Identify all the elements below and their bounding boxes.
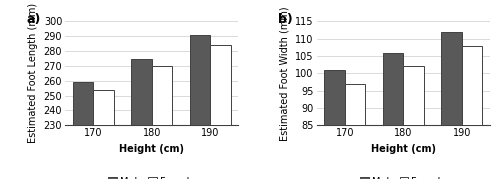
Bar	[324, 70, 345, 179]
Text: a): a)	[27, 13, 41, 26]
Bar	[132, 59, 152, 179]
Text: b): b)	[278, 13, 293, 26]
Bar	[404, 66, 423, 179]
Bar	[441, 32, 462, 179]
Bar	[190, 35, 210, 179]
Bar	[152, 66, 172, 179]
Legend: Male, Female: Male, Female	[360, 177, 446, 179]
Bar	[383, 53, 404, 179]
Bar	[94, 90, 114, 179]
Legend: Male, Female: Male, Female	[108, 177, 195, 179]
Bar	[210, 45, 231, 179]
X-axis label: Height (cm): Height (cm)	[371, 144, 436, 154]
Y-axis label: Estimated Foot Width (mm): Estimated Foot Width (mm)	[280, 6, 289, 141]
Y-axis label: Estimated Foot Length (mm): Estimated Foot Length (mm)	[28, 3, 38, 143]
Bar	[462, 46, 482, 179]
Bar	[73, 82, 94, 179]
Bar	[345, 84, 366, 179]
X-axis label: Height (cm): Height (cm)	[119, 144, 184, 154]
